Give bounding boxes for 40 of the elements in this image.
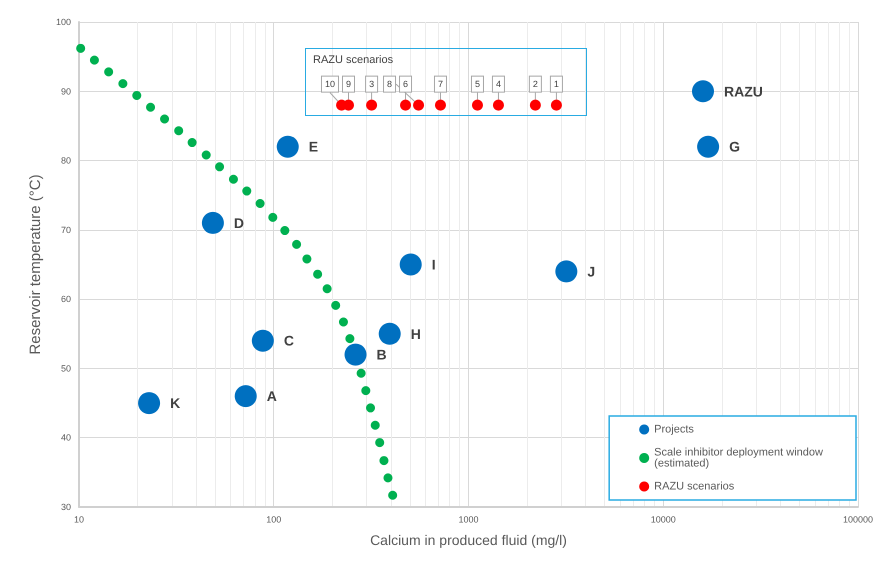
annotation: 8 [387, 79, 392, 90]
annotation: B [376, 346, 387, 363]
y-tick-label: 80 [60, 156, 71, 166]
annotation: H [410, 326, 421, 342]
y-tick-label: 40 [60, 432, 71, 443]
annotation: 1 [554, 79, 559, 90]
annotation: RAZU [724, 83, 763, 100]
annotation: I [432, 256, 436, 272]
annotation: K [170, 395, 180, 412]
y-tick-label: 90 [60, 86, 71, 96]
y-tick-label: 60 [60, 294, 71, 304]
annotation: 5 [474, 79, 480, 90]
annotation: 4 [496, 79, 501, 90]
annotation: 2 [532, 79, 538, 90]
y-tick-label: 50 [60, 363, 71, 374]
legend-label: Scale inhibitor deployment window (estimated) [654, 446, 826, 470]
annotation: 7 [438, 79, 443, 90]
legend-label: RAZU scenarios [654, 480, 735, 492]
annotation: J [587, 263, 596, 280]
y-tick-label: 70 [60, 224, 71, 235]
y-axis-title: Reservoir temperature (°C) [27, 174, 44, 355]
x-tick-label: 10 [74, 514, 84, 524]
x-tick-label: 10000 [650, 514, 676, 524]
annotation: E [308, 138, 318, 155]
x-tick-label: 1000 [458, 514, 479, 524]
x-tick-label: 100000 [842, 514, 874, 524]
x-tick-label: 100 [266, 514, 282, 524]
annotation: A [266, 388, 277, 404]
annotation: C [284, 332, 294, 349]
y-tick-label: 30 [60, 502, 71, 512]
y-tick-label: 100 [56, 17, 71, 27]
annotation: G [729, 138, 740, 155]
annotation: D [234, 214, 244, 231]
annotation: 10 [324, 79, 335, 90]
x-axis-title: Calcium in produced fluid (mg/l) [370, 532, 567, 548]
legend-label: Projects [654, 424, 694, 436]
annotation: 6 [403, 79, 408, 90]
annotation: 3 [369, 79, 374, 90]
annotation: RAZU scenarios [313, 54, 394, 66]
annotation: 9 [346, 79, 351, 90]
